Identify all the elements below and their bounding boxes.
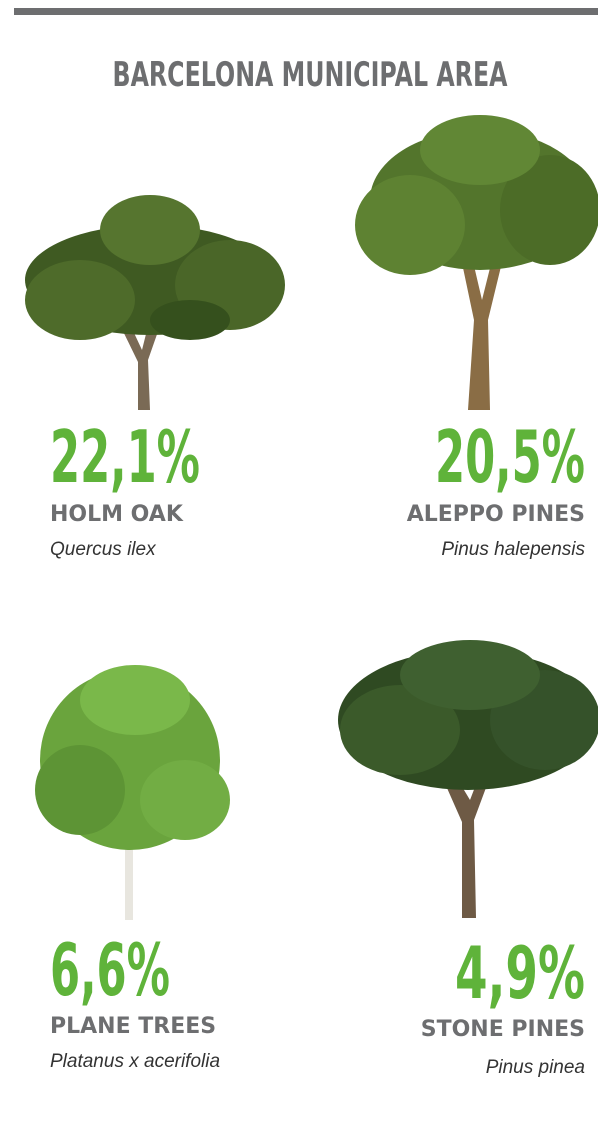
common-name: HOLM OAK xyxy=(50,502,184,527)
tree-image xyxy=(338,640,598,918)
tree-shape xyxy=(140,760,230,840)
infographic: BARCELONA MUNICIPAL AREA 22,1% HOLM OAK … xyxy=(0,0,598,1126)
tree-shape xyxy=(35,745,125,835)
scientific-name: Pinus halepensis xyxy=(441,539,585,560)
percent: 6,6% xyxy=(50,928,170,1012)
tree-image xyxy=(35,665,230,920)
percent: 20,5% xyxy=(435,415,585,499)
tree-shape xyxy=(355,175,465,275)
tree-image xyxy=(355,115,598,410)
percent: 22,1% xyxy=(50,415,200,499)
tree-shape xyxy=(80,665,190,735)
tree-image xyxy=(25,195,285,410)
tree-shape xyxy=(400,640,540,710)
tree-shape xyxy=(150,300,230,340)
tree-shape xyxy=(100,195,200,265)
tree-shape xyxy=(420,115,540,185)
scientific-name: Quercus ilex xyxy=(50,539,157,560)
top-bar xyxy=(14,8,598,15)
common-name: ALEPPO PINES xyxy=(407,502,585,527)
common-name: PLANE TREES xyxy=(50,1014,216,1039)
scientific-name: Platanus x acerifolia xyxy=(50,1051,220,1072)
percent: 4,9% xyxy=(455,931,585,1015)
scientific-name: Pinus pinea xyxy=(486,1057,585,1078)
tree-shape xyxy=(25,260,135,340)
page-title: BARCELONA MUNICIPAL AREA xyxy=(113,55,508,95)
common-name: STONE PINES xyxy=(421,1017,585,1042)
